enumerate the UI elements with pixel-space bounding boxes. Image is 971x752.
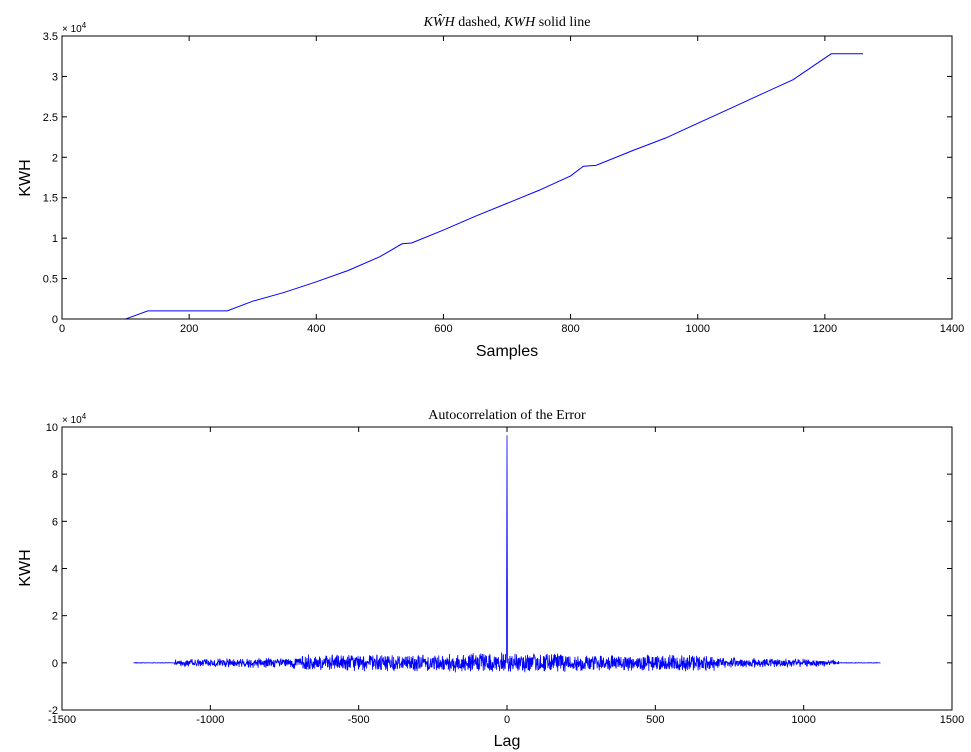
x-axis-label-bottom: Lag [494, 733, 521, 750]
y-tick-label-bottom: 6 [52, 516, 58, 528]
autocorrelation-line [133, 435, 881, 673]
y-tick-label-bottom: 10 [46, 422, 58, 434]
y-exponent-power-bottom: 4 [82, 412, 87, 421]
plot-area-top [62, 36, 952, 319]
y-tick-label-top: 0.5 [43, 274, 58, 286]
y-tick-label-bottom: 0 [52, 658, 58, 670]
bottom-ticks-group: -1500 -1000 -500 0 500 1000 1500 -2 0 2 4 6 8 10 [46, 422, 964, 726]
y-tick-label-bottom: 2 [52, 611, 58, 623]
x-tick-label-top: 0 [59, 323, 65, 335]
y-tick-label-bottom: 8 [52, 469, 58, 481]
x-tick-label-top: 600 [434, 323, 452, 335]
y-tick-label-top: 0 [52, 314, 58, 326]
x-tick-label-bottom: 1000 [791, 714, 815, 726]
x-tick-label-bottom: 500 [646, 714, 664, 726]
title-part-kwh: KWH [503, 15, 536, 30]
y-axis-label-top: KWH [17, 159, 34, 196]
y-exponent-power-top: 4 [82, 21, 87, 30]
y-axis-label-bottom: KWH [17, 549, 34, 586]
x-tick-label-bottom: -1000 [196, 714, 224, 726]
y-tick-label-top: 2.5 [43, 112, 58, 124]
y-tick-label-top: 3.5 [43, 31, 58, 43]
x-tick-label-top: 200 [180, 323, 198, 335]
y-tick-label-top: 2 [52, 152, 58, 164]
bottom-series-group [133, 435, 881, 673]
x-tick-label-bottom: 1500 [940, 714, 964, 726]
chart-title-top: KŴH dashed, KWH solid line [423, 13, 591, 30]
y-exponent-bottom: × 104 [62, 412, 87, 426]
y-tick-label-top: 3 [52, 71, 58, 83]
x-tick-label-bottom: -500 [348, 714, 370, 726]
axes-box-top [61, 35, 953, 320]
y-tick-label-bottom: 4 [52, 564, 58, 576]
subplot-autocorrelation: -1500 -1000 -500 0 500 1000 1500 -2 0 2 4 6 8 10 Auto… [17, 408, 964, 750]
chart-title-bottom: Autocorrelation of the Error [428, 408, 586, 423]
x-tick-label-top: 400 [307, 323, 325, 335]
subplot-kwh-vs-samples: 0 200 400 600 800 1000 1200 1400 0 0.5 1 1.5 2 2.5 3 3.… [17, 13, 964, 360]
kwh-solid-line [125, 53, 863, 320]
title-part-solid-line: solid line [535, 15, 590, 30]
x-tick-label-bottom: -1500 [48, 714, 76, 726]
title-part-kwh-hat: KŴH [423, 13, 456, 30]
y-exponent-base-bottom: × 10 [62, 415, 82, 426]
y-exponent-top: × 104 [62, 21, 87, 35]
x-tick-label-top: 1000 [685, 323, 709, 335]
y-tick-label-bottom: -2 [48, 705, 58, 717]
x-tick-label-top: 1400 [940, 323, 964, 335]
y-tick-label-top: 1.5 [43, 193, 58, 205]
x-tick-label-top: 1200 [813, 323, 837, 335]
x-axis-label-top: Samples [476, 343, 538, 360]
y-tick-label-top: 1 [52, 233, 58, 245]
x-tick-label-bottom: 0 [504, 714, 510, 726]
title-part-dashed: dashed, [455, 15, 504, 30]
y-exponent-base-top: × 10 [62, 24, 82, 35]
top-ticks-group: 0 200 400 600 800 1000 1200 1400 0 0.5 1 1.5 2 2.5 3 3.… [43, 31, 965, 335]
x-tick-label-top: 800 [561, 323, 579, 335]
